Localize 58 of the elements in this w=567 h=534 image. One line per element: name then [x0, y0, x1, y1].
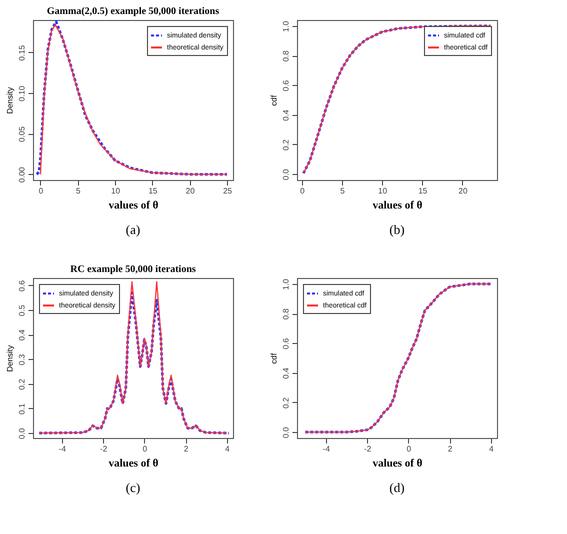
- x-tick-label: -4: [58, 444, 66, 454]
- y-axis-title: cdf: [270, 94, 278, 106]
- x-axis-title: values of θ: [108, 200, 159, 212]
- x-tick-label: 4: [225, 444, 230, 454]
- y-tick-label: 0.2: [282, 396, 290, 409]
- y-tick-label: 0.4: [18, 329, 26, 341]
- x-tick-label: 4: [489, 444, 494, 454]
- y-tick-label: 1.0: [282, 20, 290, 32]
- x-tick-label: 15: [148, 186, 158, 196]
- y-tick-label: 0.0: [18, 427, 26, 440]
- y-tick-label: 0.2: [18, 378, 26, 390]
- y-tick-label: 0.6: [18, 280, 26, 292]
- y-tick-label: 0.8: [282, 50, 290, 62]
- y-tick-label: 0.10: [18, 85, 26, 102]
- y-tick-label: 0.2: [282, 138, 290, 151]
- x-tick-label: -4: [322, 444, 330, 454]
- text: (b): [389, 222, 405, 237]
- x-tick-label: 10: [111, 186, 121, 196]
- text: (a): [126, 222, 140, 237]
- x-axis-title: values of θ: [108, 458, 159, 470]
- y-tick-label: 0.05: [18, 126, 26, 142]
- x-tick-label: 20: [458, 186, 468, 196]
- x-tick-label: 0: [300, 186, 306, 196]
- y-axis-title: cdf: [270, 352, 278, 364]
- text: (d): [389, 480, 405, 495]
- x-tick-label: -2: [100, 444, 108, 454]
- x-tick-label: -2: [364, 444, 372, 454]
- y-tick-label: 0.0: [282, 168, 290, 180]
- x-axis-title: values of θ: [372, 200, 423, 212]
- x-tick-label: 5: [340, 186, 346, 196]
- x-tick-label: 20: [186, 186, 196, 196]
- y-tick-label: 0.4: [282, 109, 290, 121]
- x-tick-label: 25: [223, 186, 233, 196]
- y-tick-label: 0.3: [18, 354, 26, 366]
- y-tick-label: 0.00: [18, 166, 26, 183]
- x-axis-title: values of θ: [372, 458, 423, 470]
- y-tick-label: 0.5: [18, 304, 26, 316]
- x-tick-label: 15: [418, 186, 428, 196]
- y-tick-label: 0.15: [18, 44, 26, 61]
- x-tick-label: 2: [184, 444, 189, 454]
- x-tick-label: 5: [76, 186, 82, 196]
- y-tick-label: 0.4: [282, 367, 290, 379]
- y-tick-label: 0.6: [282, 338, 290, 350]
- y-tick-label: 0.1: [18, 402, 26, 415]
- x-tick-label: 0: [406, 444, 412, 454]
- y-axis-title: Density: [6, 87, 14, 114]
- chart-title: Gamma(2,0.5) example 50,000 iterations: [46, 6, 220, 17]
- chart-title: RC example 50,000 iterations: [70, 264, 196, 275]
- y-tick-label: 0.8: [282, 308, 290, 320]
- y-tick-label: 0.6: [282, 80, 290, 92]
- y-axis-title: Density: [6, 345, 14, 372]
- y-tick-label: 1.0: [282, 278, 290, 290]
- x-tick-label: 10: [378, 186, 388, 196]
- x-tick-label: 0: [38, 186, 44, 196]
- text: (c): [126, 480, 140, 495]
- x-tick-label: 2: [448, 444, 453, 454]
- x-tick-label: 0: [142, 444, 148, 454]
- y-tick-label: 0.0: [282, 426, 290, 438]
